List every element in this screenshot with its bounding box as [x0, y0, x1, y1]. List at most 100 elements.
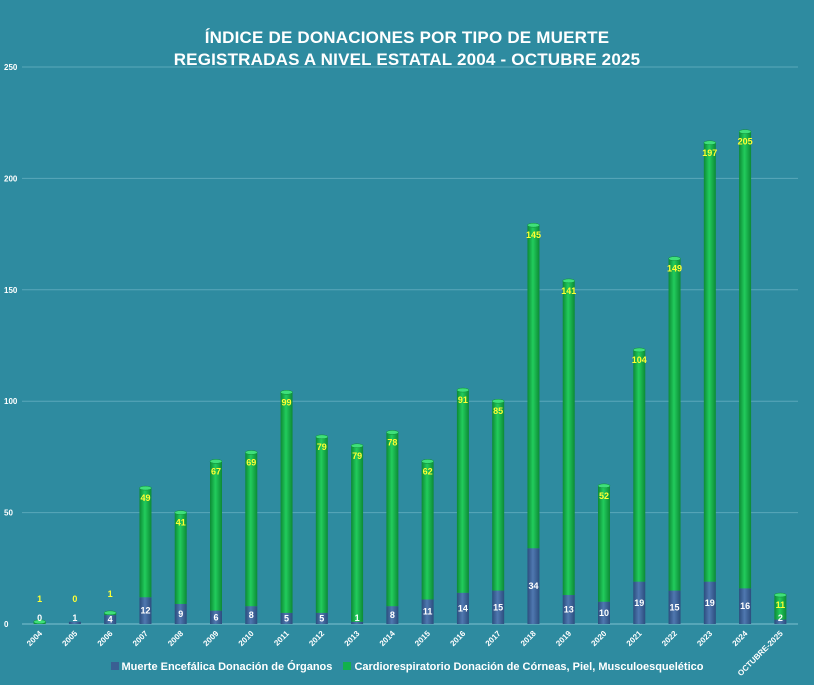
data-label-corneas: 99: [282, 397, 292, 407]
chart-title: ÍNDICE DE DONACIONES POR TIPO DE MUERTE: [204, 28, 610, 47]
x-tick-label: 2004: [25, 629, 44, 648]
data-label-corneas: 67: [211, 466, 221, 476]
bar-cap: [315, 434, 329, 440]
y-tick-label: 100: [4, 397, 18, 406]
data-label-corneas: 205: [738, 137, 753, 147]
x-tick-label: 2007: [131, 629, 150, 648]
legend-label-organos: Muerte Encefálica Donación de Órganos: [121, 661, 333, 673]
bar-corneas: [527, 225, 540, 549]
data-label-corneas: 52: [599, 491, 609, 501]
data-label-corneas: 1: [108, 589, 113, 599]
data-label-corneas: 69: [246, 457, 256, 467]
bar-organos: [421, 599, 434, 624]
bar-organos: [386, 606, 399, 624]
bar-cap: [245, 450, 258, 455]
bar-cap: [209, 459, 223, 464]
data-label-organos: 6: [213, 612, 218, 622]
data-label-organos: 16: [740, 601, 750, 611]
data-label-organos: 5: [319, 613, 324, 623]
bar-organos: [492, 590, 505, 624]
bar-organos: [280, 612, 293, 624]
bar-corneas: [598, 485, 610, 602]
bar-organos: [245, 606, 258, 624]
bar-cap: [386, 430, 399, 435]
chart-subtitle: REGISTRADAS A NIVEL ESTATAL 2004 - OCTUB…: [173, 50, 641, 69]
bar-corneas: [456, 390, 469, 593]
bar-organos: [104, 615, 117, 624]
data-label-organos: 0: [37, 613, 42, 623]
data-label-organos: 8: [249, 610, 254, 620]
data-label-organos: 15: [670, 602, 680, 612]
bar-corneas: [703, 142, 716, 582]
y-tick-label: 0: [4, 620, 9, 629]
bar-organos: [598, 601, 610, 624]
bar-organos: [174, 603, 187, 624]
data-label-organos: 19: [705, 598, 715, 608]
data-label-organos: 1: [72, 613, 77, 623]
bar-cap: [456, 387, 470, 393]
data-label-corneas: 85: [493, 406, 503, 416]
bar-corneas: [210, 461, 222, 611]
data-label-corneas: 0: [72, 594, 77, 604]
x-tick-label: 2016: [448, 629, 467, 648]
data-label-corneas: 104: [632, 355, 647, 365]
data-label-organos: 12: [140, 606, 150, 616]
x-tick-label: 2019: [554, 629, 573, 648]
data-label-corneas: 78: [387, 437, 397, 447]
bar-corneas: [421, 461, 434, 600]
bar-corneas: [245, 452, 258, 607]
bar-cap: [491, 398, 505, 404]
data-label-corneas: 41: [176, 518, 186, 528]
bar-corneas: [668, 258, 681, 591]
bar-cap: [738, 129, 752, 134]
data-label-organos: 8: [390, 610, 395, 620]
bar-organos: [527, 548, 540, 624]
bar-cap: [350, 443, 364, 449]
data-label-organos: 5: [284, 613, 289, 623]
data-label-organos: 9: [178, 609, 183, 619]
bar-organos: [351, 621, 364, 624]
data-label-organos: 15: [493, 602, 503, 612]
bar-corneas: [280, 392, 293, 613]
bar-cap: [280, 390, 293, 395]
data-label-organos: 19: [634, 598, 644, 608]
legend-label-corneas: Cardiorespiratorio Donación de Córneas, …: [354, 661, 704, 673]
bar-organos: [139, 597, 152, 624]
bar-organos: [739, 588, 752, 624]
data-label-corneas: 49: [140, 493, 150, 503]
x-tick-label: 2014: [378, 629, 397, 648]
bar-corneas: [633, 349, 646, 582]
bar-corneas: [774, 595, 787, 620]
bar-cap: [33, 619, 46, 625]
data-label-organos: 13: [564, 605, 574, 615]
bar-organos: [774, 619, 787, 624]
x-tick-label: 2021: [625, 629, 644, 648]
data-label-organos: 34: [528, 581, 538, 591]
x-tick-label: 2012: [307, 629, 326, 648]
bar-corneas: [174, 512, 187, 604]
bar-cap: [527, 222, 540, 228]
bar-cap: [703, 140, 717, 146]
x-tick-label: 2010: [237, 629, 256, 648]
bar-cap: [103, 610, 117, 616]
bar-organos: [703, 581, 716, 624]
x-tick-label: 2008: [166, 629, 185, 648]
legend: Muerte Encefálica Donación de Órganos Ca…: [0, 661, 814, 673]
bar-corneas: [562, 280, 575, 596]
bar-organos: [668, 590, 681, 624]
data-label-corneas: 11: [776, 600, 786, 610]
bar-cap: [139, 485, 152, 491]
bar-corneas: [351, 445, 364, 622]
bar-organos: [68, 621, 81, 624]
data-label-corneas: 145: [526, 230, 541, 240]
x-tick-label: 2020: [589, 629, 608, 648]
x-tick-label: 2015: [413, 629, 432, 648]
bar-corneas: [315, 436, 328, 613]
bar-organos: [456, 592, 469, 624]
y-tick-label: 50: [4, 509, 13, 518]
data-label-corneas: 1: [37, 594, 42, 604]
bar-corneas: [739, 131, 752, 589]
data-label-organos: 2: [778, 613, 783, 623]
data-label-corneas: 91: [458, 395, 468, 405]
